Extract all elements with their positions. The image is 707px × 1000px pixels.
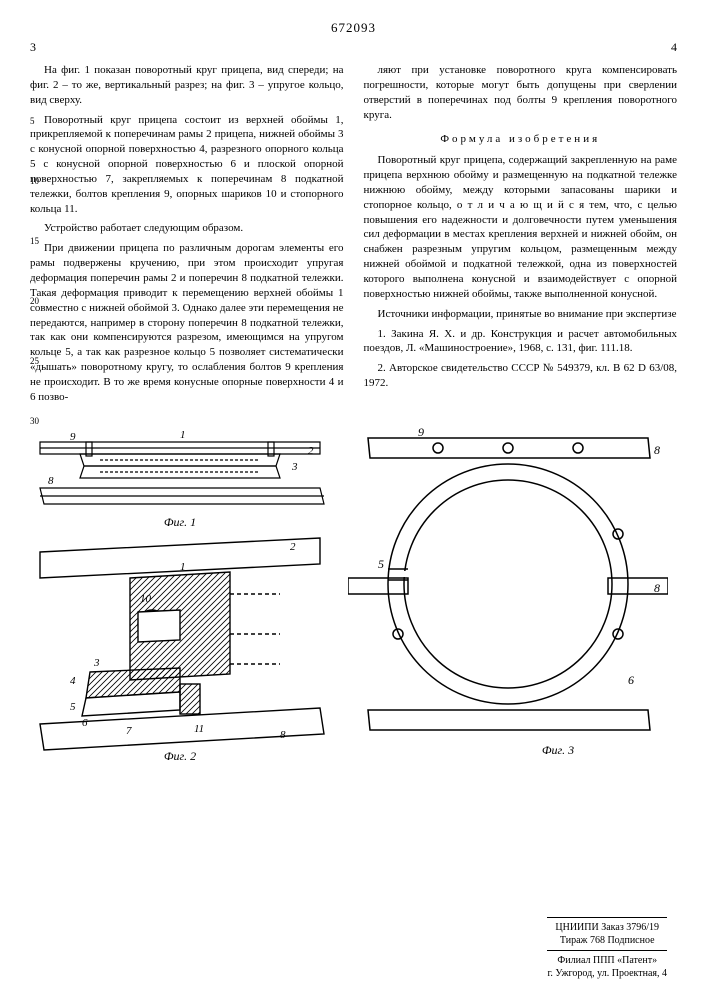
page-num-left: 3 [30, 40, 36, 55]
fig-label-3: Фиг. 3 [542, 743, 574, 757]
line-num: 25 [30, 355, 39, 367]
figure-2: 1 10 2 3 4 5 6 7 11 8 Фиг. 2 [30, 534, 330, 764]
line-num: 30 [30, 415, 39, 427]
callout: 9 [70, 431, 76, 443]
footer-line: Филиал ППП «Патент» [547, 954, 667, 967]
line-num: 10 [30, 175, 39, 187]
fig-label-1: Фиг. 1 [164, 515, 196, 529]
para: На фиг. 1 показан поворотный круг прицеп… [30, 63, 344, 108]
text-columns: 5 10 15 20 25 30 На фиг. 1 показан повор… [30, 63, 677, 410]
callout: 8 [48, 475, 54, 487]
figures-row: 9 1 3 8 2 Фиг. 1 [30, 424, 677, 764]
imprint-footer: ЦНИИПИ Заказ 3796/19 Тираж 768 Подписное… [547, 914, 667, 980]
callout: 5 [378, 557, 384, 571]
footer-line: ЦНИИПИ Заказ 3796/19 [547, 921, 667, 934]
para: При движении прицепа по различным дорога… [30, 241, 344, 404]
patent-number: 672093 [30, 20, 677, 36]
para: Устройство работает следующим образом. [30, 221, 344, 236]
left-column: На фиг. 1 показан поворотный круг прицеп… [30, 63, 344, 410]
callout: 8 [654, 581, 660, 595]
figure-3: 9 8 5 8 6 Фиг. 3 [348, 424, 668, 764]
para: Источники информации, принятые во вниман… [364, 307, 678, 322]
callout: 2 [308, 445, 314, 457]
figure-1: 9 1 3 8 2 Фиг. 1 [30, 424, 330, 534]
formula-heading: Формула изобретения [364, 132, 678, 147]
page-num-right: 4 [671, 40, 677, 55]
callout: 11 [194, 723, 204, 735]
callout: 8 [280, 729, 286, 741]
fig-label-2: Фиг. 2 [164, 749, 196, 763]
callout: 2 [290, 541, 296, 553]
line-num: 20 [30, 295, 39, 307]
callout: 3 [291, 461, 298, 473]
callout: 4 [70, 675, 76, 687]
callout: 3 [93, 657, 100, 669]
line-num: 5 [30, 115, 35, 127]
callout: 1 [180, 561, 186, 573]
para: Поворотный круг прицепа состоит из верхн… [30, 113, 344, 217]
para: ляют при установке поворотного круга ком… [364, 63, 678, 122]
para: 2. Авторское свидетельство СССР № 549379… [364, 361, 678, 391]
para: Поворотный круг прицепа, содержащий закр… [364, 153, 678, 301]
footer-line: г. Ужгород, ул. Проектная, 4 [547, 967, 667, 980]
callout: 7 [126, 725, 132, 737]
callout: 9 [418, 425, 424, 439]
callout: 10 [140, 593, 152, 605]
callout: 6 [82, 717, 88, 729]
callout: 6 [628, 673, 634, 687]
footer-line: Тираж 768 Подписное [547, 934, 667, 947]
line-num: 15 [30, 235, 39, 247]
right-column: ляют при установке поворотного круга ком… [364, 63, 678, 410]
callout: 8 [654, 443, 660, 457]
callout: 5 [70, 701, 76, 713]
para: 1. Закина Я. Х. и др. Конструкция и расч… [364, 327, 678, 357]
callout: 1 [180, 429, 186, 441]
